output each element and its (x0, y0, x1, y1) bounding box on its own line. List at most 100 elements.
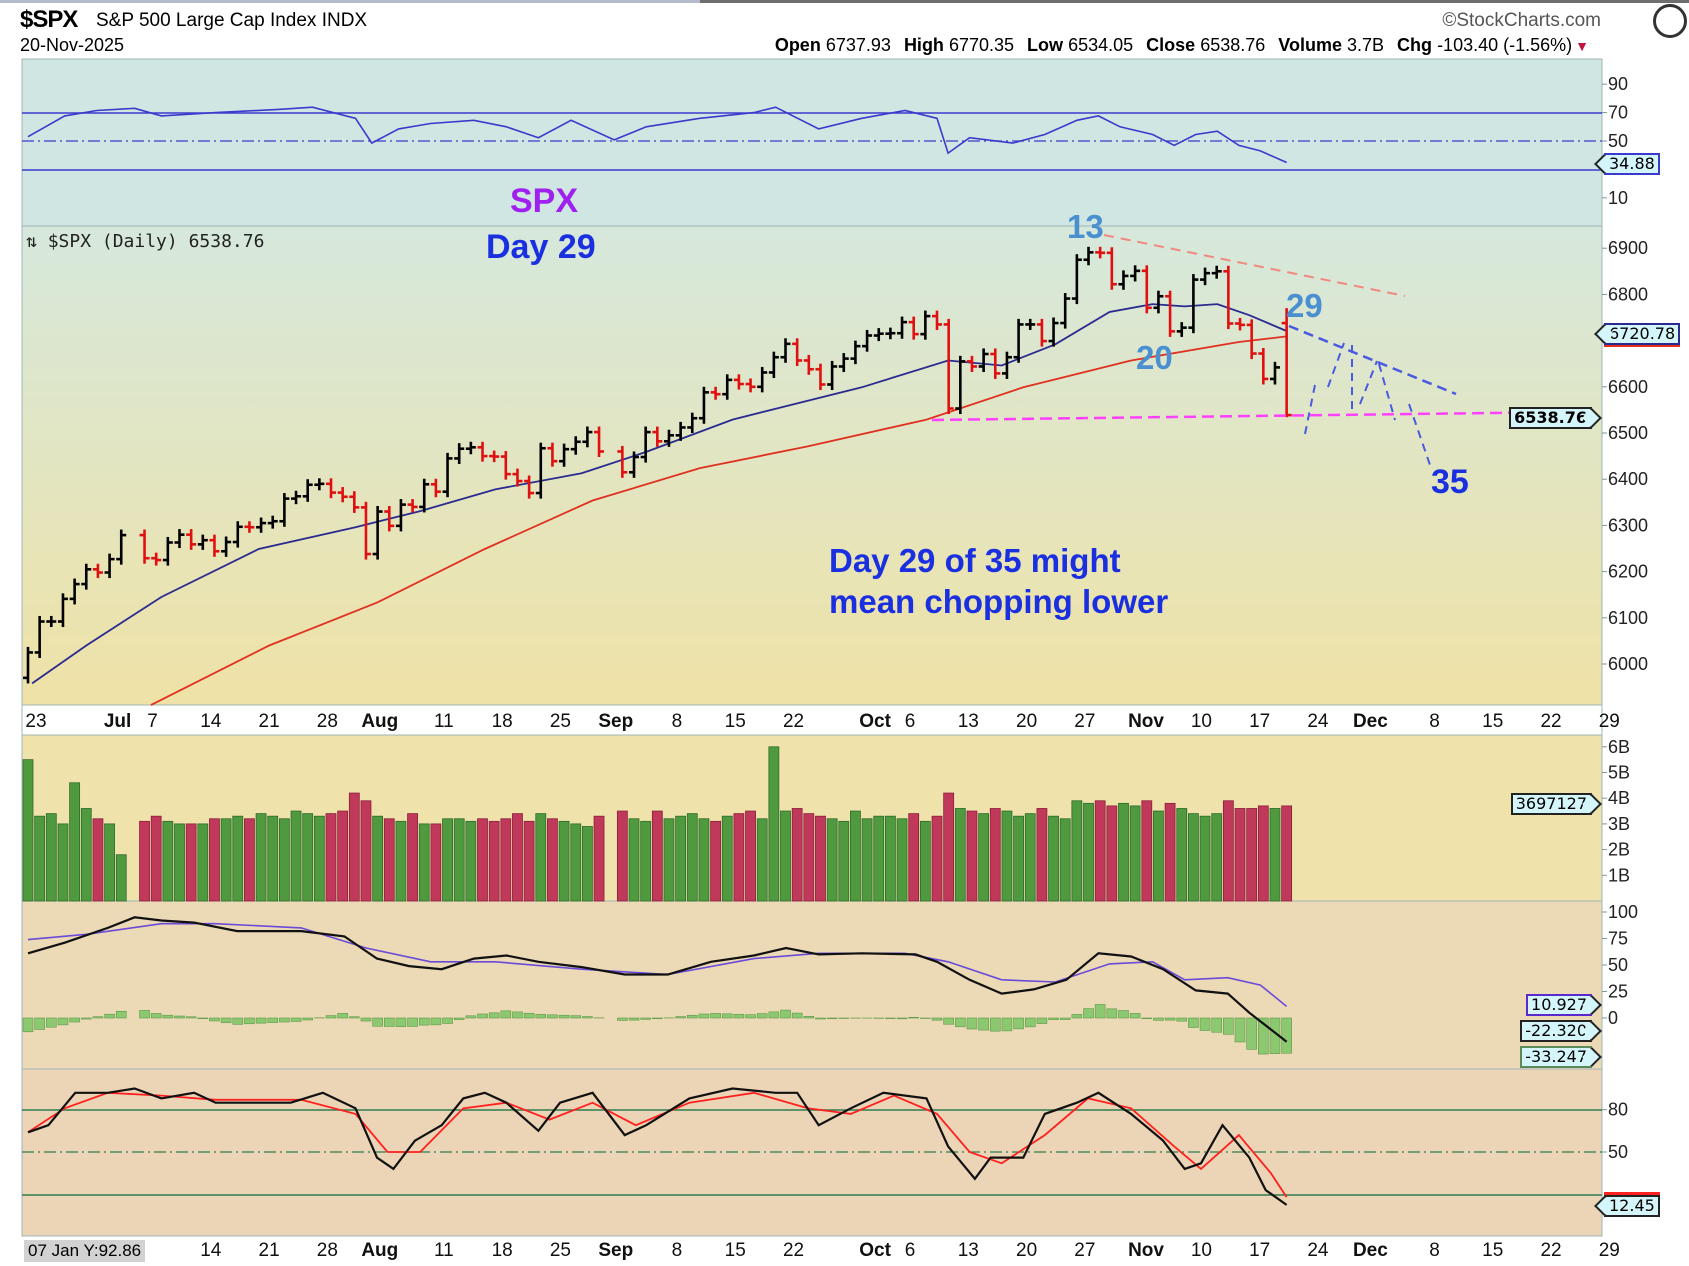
volume-bar (1048, 815, 1059, 902)
volume-bar (989, 808, 1001, 902)
macd-histogram-bar (1001, 1017, 1013, 1032)
price-bar (675, 421, 686, 441)
rsi-axis-label: 90 (1608, 74, 1628, 94)
date-axis-label: 15 (725, 711, 746, 732)
bottom-date-axis-label: 20 (1016, 1240, 1037, 1261)
price-bar (1269, 361, 1280, 385)
volume-bar (115, 854, 127, 902)
volume-bar (1129, 805, 1141, 902)
macd-histogram-bar (418, 1017, 430, 1026)
volume-bar (558, 820, 570, 902)
macd-histogram-bar (360, 1017, 372, 1022)
price-bar (733, 374, 744, 390)
stoch-k-line (27, 1087, 1288, 1206)
price-bar (570, 436, 581, 455)
app-icon[interactable] (1653, 4, 1687, 38)
price-bar (430, 478, 441, 498)
price-bar (69, 578, 80, 605)
bottom-date-axis-label: 25 (550, 1240, 571, 1261)
macd-histogram-bar (978, 1017, 989, 1031)
volume-bar (919, 820, 931, 902)
volume-bar (1246, 808, 1258, 902)
price-axis-label: 6000 (1608, 654, 1648, 674)
bottom-date-axis-label: 21 (259, 1240, 280, 1261)
macd-panel (21, 900, 1603, 1070)
volume-bar (1071, 800, 1083, 902)
price-axis-label: 6600 (1608, 377, 1648, 397)
price-bar (302, 479, 313, 502)
price-bar (1165, 290, 1176, 337)
date-axis-label: 25 (550, 711, 571, 732)
volume-bar (244, 818, 255, 902)
volume-bar (278, 818, 290, 902)
volume-bar (395, 820, 407, 902)
price-bar (1130, 265, 1141, 282)
macd-histogram-bar (337, 1013, 348, 1019)
macd-histogram-bar (57, 1017, 69, 1026)
volume-bar (581, 826, 593, 902)
macd-histogram-bar (174, 1015, 185, 1019)
rsi-axis-label: 10 (1608, 188, 1628, 208)
price-bar (372, 505, 383, 560)
volume-bar (780, 810, 791, 902)
macd-histogram-bar (1083, 1008, 1094, 1019)
volume-value-tag: 3697127 (1510, 793, 1592, 815)
volume-bar (302, 813, 314, 902)
macd-axis-label: 100 (1608, 902, 1638, 922)
volume-bar (139, 820, 150, 902)
volume-bar (675, 815, 687, 902)
price-axis-label: 6400 (1608, 469, 1648, 489)
projected-chop-path (1304, 342, 1431, 466)
price-bar (221, 536, 232, 557)
macd-histogram-bar (756, 1013, 768, 1019)
price-axis-label: 6500 (1608, 423, 1648, 443)
macd-signal-line (27, 922, 1288, 1008)
macd-histogram-bar (442, 1017, 453, 1024)
price-bar (803, 354, 814, 375)
volume-bar (337, 810, 349, 902)
volume-axis-label: 4B (1608, 788, 1630, 808)
bottom-date-axis-label: 27 (1074, 1240, 1095, 1261)
macd-histogram-bar (826, 1017, 838, 1020)
volume-bar (383, 818, 395, 902)
price-bar (1118, 270, 1129, 290)
volume-bar (1024, 813, 1036, 902)
macd-histogram-bar (1246, 1017, 1257, 1050)
stoch-axis-label: 50 (1608, 1142, 1628, 1162)
volume-bar (861, 818, 873, 902)
cycle-count-20: 20 (1136, 339, 1173, 376)
price-bar (395, 499, 406, 532)
price-bar (360, 501, 371, 560)
volume-bar (908, 813, 920, 902)
price-bar (57, 593, 68, 628)
price-bar (209, 534, 220, 557)
macd-value-tag: -22.320 (1520, 1020, 1592, 1042)
date-axis-label: 10 (1191, 711, 1212, 732)
price-bar (349, 491, 360, 513)
ohlc-summary: Open 6737.93 High 6770.35 Low 6534.05 Cl… (767, 35, 1589, 56)
macd-histogram-bar (1281, 1017, 1292, 1054)
volume-bar (547, 818, 558, 902)
volume-bar (360, 800, 372, 902)
volume-bar (523, 820, 535, 902)
copyright-link[interactable]: ©StockCharts.com (1442, 10, 1601, 31)
low-value: 6534.05 (1068, 35, 1134, 55)
price-bar (850, 340, 861, 365)
macd-histogram-bar (220, 1017, 232, 1024)
price-bar (267, 515, 278, 529)
volume-bar (931, 815, 943, 902)
volume-axis-label: 6B (1608, 737, 1630, 757)
price-bar (92, 563, 103, 579)
volume-bar (220, 818, 232, 902)
macd-histogram-bar (197, 1017, 209, 1019)
macd-histogram-bar (34, 1017, 45, 1030)
macd-histogram-bar (407, 1017, 418, 1027)
volume-bar (1094, 800, 1106, 902)
volume-axis-label: 1B (1608, 865, 1630, 885)
volume-bar (815, 815, 826, 902)
macd-histogram-bar (1013, 1017, 1024, 1030)
ma-value-tag: 6720.78 (1604, 323, 1681, 345)
change-value: -103.40 (-1.56%) (1437, 35, 1573, 55)
volume-bar (1199, 815, 1211, 902)
macd-histogram-bar (943, 1017, 954, 1025)
